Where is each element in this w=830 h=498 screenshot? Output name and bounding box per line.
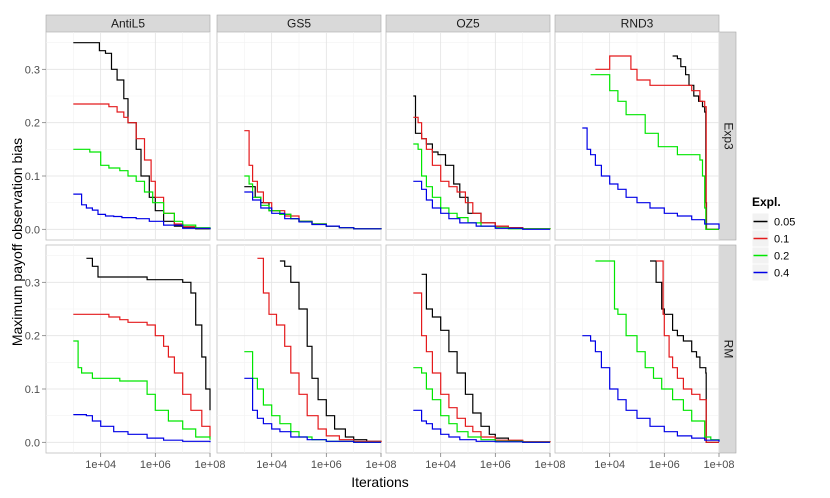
series-line-0_2 — [413, 367, 550, 443]
y-tick-label: 0.1 — [25, 171, 40, 183]
legend-label: 0.4 — [774, 268, 789, 280]
series-line-0_4 — [73, 193, 211, 230]
series-line-0_05 — [650, 260, 719, 443]
series-line-0_1 — [73, 313, 211, 437]
series-line-0_4 — [413, 180, 550, 230]
legend-entry: 0.1 — [751, 229, 789, 248]
legend-entry: 0.05 — [751, 212, 795, 231]
panel-exp3-rnd3 — [554, 31, 720, 241]
row-strip-exp3: Exp3 — [718, 31, 737, 241]
series-line-0_4 — [582, 335, 720, 442]
x-tick-label: 1e+06 — [649, 459, 680, 471]
y-tick-label: 0.3 — [25, 64, 40, 76]
row-strip-label: RM — [721, 340, 735, 359]
panel-exp3-gs5 — [216, 31, 382, 241]
panel-exp3-antil5 — [45, 31, 211, 241]
x-tick-label: 1e+08 — [704, 459, 735, 471]
row-strip-rm: RM — [718, 244, 737, 454]
series-line-0_05 — [86, 257, 211, 411]
legend-label: 0.05 — [774, 217, 795, 229]
series-line-0_2 — [595, 260, 720, 441]
panel-exp3-oz5 — [385, 31, 551, 241]
series-line-0_2 — [590, 74, 719, 230]
x-axis-title: Iterations — [351, 474, 409, 490]
legend-entry: 0.4 — [751, 263, 789, 282]
series-line-0_2 — [73, 340, 211, 440]
x-tick-label: 1e+08 — [195, 459, 226, 471]
panel-rm-rnd3 — [554, 244, 720, 454]
x-tick-label: 1e+04 — [594, 459, 625, 471]
x-tick-label: 1e+06 — [140, 459, 171, 471]
legend-label: 0.2 — [774, 251, 789, 263]
column-strip-rnd3: RND3 — [554, 14, 720, 33]
series-line-0_4 — [244, 191, 382, 230]
column-strip-label: GS5 — [287, 17, 311, 31]
x-tick-label: 1e+08 — [535, 459, 566, 471]
column-strip-oz5: OZ5 — [385, 14, 551, 33]
x-tick-label: 1e+04 — [425, 459, 456, 471]
y-tick-label: 0.2 — [25, 118, 40, 130]
x-tick-label: 1e+08 — [366, 459, 397, 471]
x-tick-label: 1e+06 — [311, 459, 342, 471]
series-line-0_4 — [413, 409, 550, 443]
series-line-0_1 — [257, 257, 382, 443]
column-strip-label: OZ5 — [456, 17, 480, 31]
series-line-0_4 — [582, 127, 720, 230]
panel-rm-antil5 — [45, 244, 211, 454]
column-strip-label: AntiL5 — [111, 17, 145, 31]
panel-rm-gs5 — [216, 244, 382, 454]
y-tick-label: 0.0 — [25, 224, 40, 236]
y-tick-label: 0.3 — [25, 277, 40, 289]
x-tick-label: 1e+04 — [256, 459, 287, 471]
series-line-0_1 — [413, 116, 551, 230]
legend-title: Expl. — [752, 195, 781, 209]
legend-entry: 0.2 — [751, 246, 789, 265]
legend-label: 0.1 — [774, 234, 789, 246]
column-strip-antil5: AntiL5 — [45, 14, 211, 33]
series-line-0_4 — [73, 414, 211, 443]
y-tick-label: 0.2 — [25, 331, 40, 343]
panel-rm-oz5 — [385, 244, 551, 454]
series-line-0_4 — [244, 377, 381, 443]
series-line-0_2 — [73, 148, 211, 230]
column-strip-label: RND3 — [621, 17, 654, 31]
column-strip-gs5: GS5 — [216, 14, 382, 33]
x-tick-label: 1e+04 — [85, 459, 116, 471]
x-tick-label: 1e+06 — [480, 459, 511, 471]
series-line-0_1 — [595, 55, 719, 230]
row-strip-label: Exp3 — [721, 122, 735, 150]
legend: Expl. 0.05 0.1 0.2 0.4 — [751, 195, 795, 282]
y-tick-label: 0.1 — [25, 384, 40, 396]
y-tick-label: 0.0 — [25, 437, 40, 449]
series-line-0_1 — [656, 260, 719, 443]
y-axis-title: Maximum payoff observation bias — [9, 138, 25, 346]
